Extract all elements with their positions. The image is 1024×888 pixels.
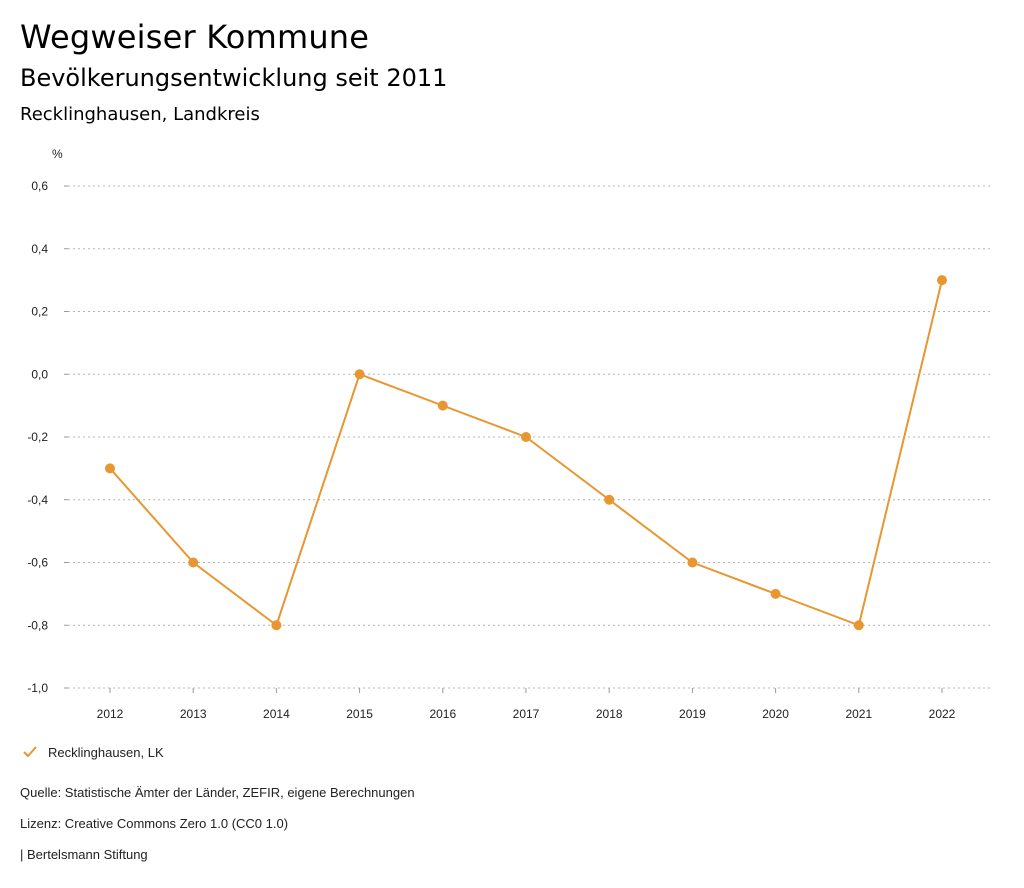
y-tick-label: 0,0 [31, 367, 48, 381]
x-tick-label: 2015 [346, 707, 373, 721]
data-point [105, 463, 115, 474]
x-tick-label: 2016 [429, 707, 456, 721]
y-tick-label: -0,2 [27, 430, 48, 444]
data-point [770, 588, 781, 599]
y-tick-label: -0,4 [27, 493, 48, 507]
license-note: Lizenz: Creative Commons Zero 1.0 (CC0 1… [20, 816, 289, 831]
brand-title: Wegweiser Kommune [20, 18, 370, 56]
x-tick-label: 2017 [513, 707, 540, 721]
chart-legend[interactable]: Recklinghausen, LK [22, 744, 164, 760]
check-icon [23, 746, 37, 758]
y-tick-label: 0,2 [31, 305, 48, 319]
data-point [853, 620, 864, 631]
data-point [188, 557, 199, 568]
data-point [437, 400, 448, 411]
source-note: Quelle: Statistische Ämter der Länder, Z… [20, 785, 415, 800]
chart-subtitle: Bevölkerungsentwicklung seit 2011 [20, 64, 448, 92]
line-chart: % 0,6 0,4 0,2 0,0 -0,2 -0,4 -0,6 -0,8 -1,0 2012 201… [27, 147, 990, 721]
y-tick-label: -0,8 [27, 618, 48, 632]
data-point [604, 494, 615, 505]
data-point [687, 557, 698, 568]
data-point [354, 369, 365, 380]
y-tick-label: 0,4 [31, 242, 48, 256]
x-tick-label: 2021 [845, 707, 872, 721]
y-axis-unit: % [52, 147, 63, 161]
y-tick-label: -0,6 [27, 556, 48, 570]
x-tick-label: 2012 [97, 707, 124, 721]
data-point [271, 620, 282, 631]
data-point [937, 275, 947, 286]
series-line [109, 279, 943, 627]
y-tick-label: -1,0 [27, 681, 48, 695]
x-tick-label: 2020 [762, 707, 789, 721]
region-label: Recklinghausen, Landkreis [20, 104, 260, 125]
x-tick-label: 2019 [679, 707, 706, 721]
data-point [521, 432, 531, 442]
legend-label: Recklinghausen, LK [48, 744, 164, 760]
x-tick-label: 2022 [929, 707, 956, 721]
publisher-note: | Bertelsmann Stiftung [20, 847, 148, 862]
x-tick-label: 2013 [180, 707, 207, 721]
x-tick-label: 2018 [596, 707, 623, 721]
y-tick-label: 0,6 [31, 179, 48, 193]
x-tick-label: 2014 [263, 707, 290, 721]
